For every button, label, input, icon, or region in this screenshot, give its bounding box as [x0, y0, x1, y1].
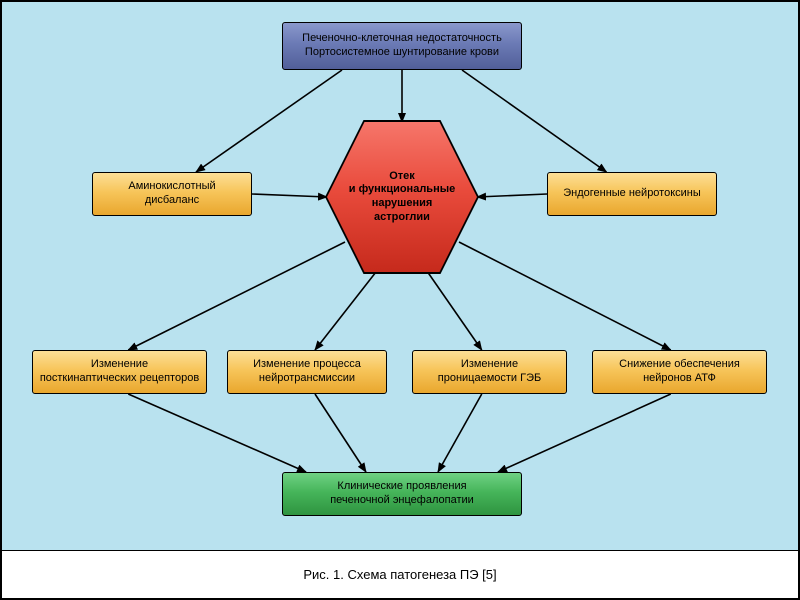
- edge: [438, 394, 482, 472]
- node-label: Изменениепроницаемости ГЭБ: [438, 358, 541, 386]
- node-right: Эндогенные нейротоксины: [547, 172, 717, 216]
- caption-text: Рис. 1. Схема патогенеза ПЭ [5]: [303, 567, 496, 582]
- edge: [252, 194, 327, 197]
- node-label: Изменениепосткинаптических рецепторов: [40, 358, 199, 386]
- node-b4: Снижение обеспечениянейронов АТФ: [592, 350, 767, 394]
- node-label: Отеки функциональныенарушенияастроглии: [349, 170, 455, 225]
- node-label: Клинические проявленияпеченочной энцефал…: [330, 480, 474, 508]
- edge: [477, 194, 547, 197]
- edge: [315, 394, 366, 472]
- node-b1: Изменениепосткинаптических рецепторов: [32, 350, 207, 394]
- node-label: Аминокислотныйдисбаланс: [128, 180, 215, 208]
- node-label: Эндогенные нейротоксины: [563, 187, 701, 201]
- edges-layer: [2, 2, 798, 550]
- diagram-area: Печеночно-клеточная недостаточностьПорто…: [2, 2, 798, 550]
- node-final: Клинические проявленияпеченочной энцефал…: [282, 472, 522, 516]
- edge: [315, 268, 380, 351]
- edge: [462, 70, 607, 172]
- edge: [196, 70, 342, 172]
- node-hex: Отеки функциональныенарушенияастроглии: [327, 122, 477, 272]
- edge: [425, 268, 482, 351]
- node-label: Изменение процессанейротрансмиссии: [253, 358, 361, 386]
- edge: [459, 242, 671, 350]
- node-left: Аминокислотныйдисбаланс: [92, 172, 252, 216]
- node-top: Печеночно-клеточная недостаточностьПорто…: [282, 22, 522, 70]
- node-b3: Изменениепроницаемости ГЭБ: [412, 350, 567, 394]
- node-b2: Изменение процессанейротрансмиссии: [227, 350, 387, 394]
- node-label: Печеночно-клеточная недостаточностьПорто…: [302, 32, 502, 60]
- figure-caption: Рис. 1. Схема патогенеза ПЭ [5]: [2, 550, 798, 598]
- node-label: Снижение обеспечениянейронов АТФ: [619, 358, 740, 386]
- edge: [128, 394, 306, 472]
- edge: [128, 242, 345, 350]
- diagram-canvas: Печеночно-клеточная недостаточностьПорто…: [0, 0, 800, 600]
- edge: [498, 394, 671, 472]
